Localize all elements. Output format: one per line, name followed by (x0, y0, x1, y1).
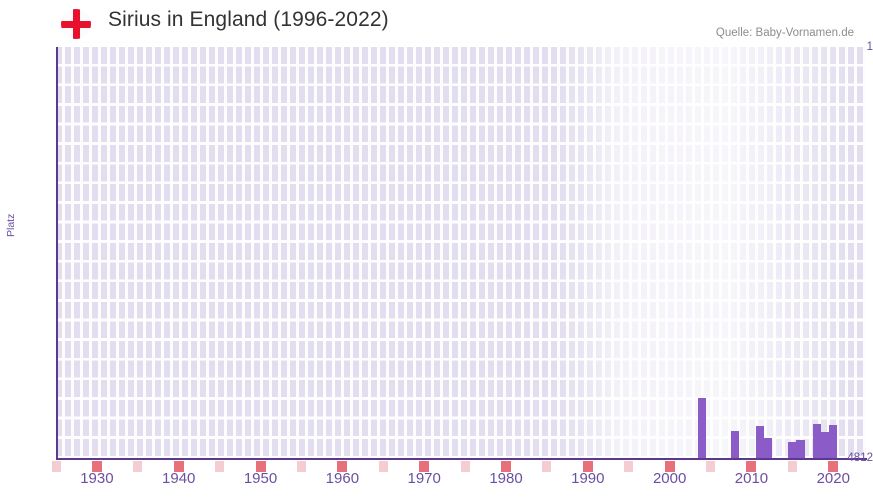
x-tick-marker-1995 (624, 461, 634, 472)
flag-cross-vertical (72, 9, 80, 39)
bar-2004[interactable] (698, 398, 707, 459)
y-axis-line (56, 47, 58, 460)
bar-2008[interactable] (731, 431, 740, 459)
bar-2016[interactable] (796, 440, 805, 459)
x-tick-marker-1935 (133, 461, 143, 472)
x-axis-label-1930: 1930 (80, 470, 114, 487)
x-axis-label-2000: 2000 (652, 470, 687, 487)
x-tick-marker-2020 (828, 461, 839, 472)
x-tick-marker-1975 (460, 461, 470, 472)
x-tick-marker-1970 (419, 461, 430, 472)
x-axis-line (56, 458, 867, 460)
x-tick-marker-1990 (582, 461, 593, 472)
x-tick-marker-1965 (378, 461, 388, 472)
bar-2019[interactable] (821, 432, 830, 459)
plot-gradient-overlay (56, 47, 866, 459)
x-tick-marker-1955 (296, 461, 306, 472)
x-axis-label-1960: 1960 (325, 470, 360, 487)
x-tick-marker-2010 (746, 461, 757, 472)
x-axis-label-1950: 1950 (243, 470, 278, 487)
x-axis-label-1970: 1970 (407, 470, 441, 487)
plot-area (56, 47, 866, 459)
bar-2018[interactable] (812, 424, 821, 459)
bar-2011[interactable] (755, 426, 764, 459)
x-tick-marker-1945 (215, 461, 225, 472)
x-tick-marker-1980 (501, 461, 511, 472)
chart-source-label: Quelle: Baby-Vornamen.de (715, 27, 854, 39)
x-axis-label-2010: 2010 (734, 470, 769, 487)
x-axis-label-1940: 1940 (162, 470, 196, 487)
x-tick-marker-1960 (337, 461, 348, 472)
x-tick-marker-2015 (787, 461, 797, 472)
x-tick-marker-1930 (91, 461, 102, 472)
page-title: Sirius in England (1996-2022) (108, 8, 389, 31)
y-axis-bottom-label: 4812 (847, 452, 873, 464)
x-tick-marker-1950 (255, 461, 266, 472)
x-tick-marker-2000 (664, 461, 675, 472)
england-flag-icon (61, 9, 91, 39)
x-tick-marker-1925 (51, 461, 61, 472)
x-tick-marker-1940 (173, 461, 184, 472)
bar-2020[interactable] (829, 425, 838, 459)
y-axis-title: Platz (5, 213, 17, 237)
bar-2015[interactable] (788, 442, 797, 459)
chart-header: Sirius in England (1996-2022) Quelle: Ba… (0, 0, 873, 44)
bar-2012[interactable] (763, 438, 772, 459)
x-axis-label-1980: 1980 (489, 470, 523, 487)
x-tick-marker-1985 (542, 461, 552, 472)
x-axis-label-2020: 2020 (816, 470, 850, 487)
x-tick-marker-2005 (706, 461, 716, 472)
y-axis-top-label: 1 (866, 41, 873, 53)
x-axis-label-1990: 1990 (571, 470, 605, 487)
